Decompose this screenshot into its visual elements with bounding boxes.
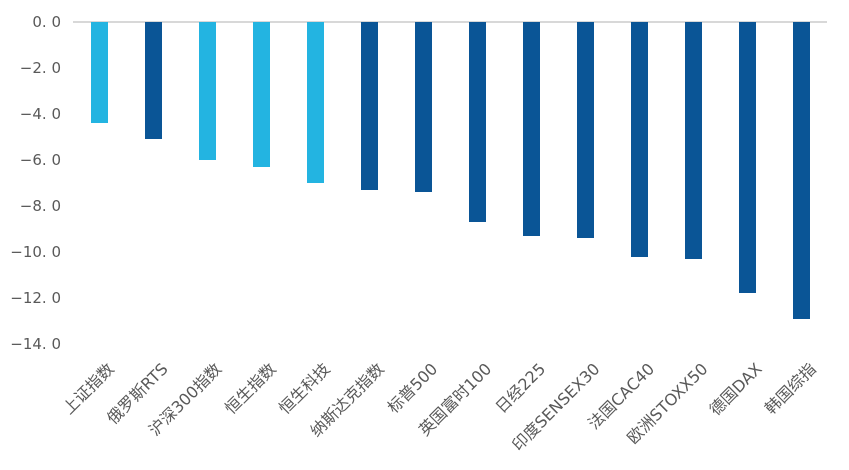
y-tick-label: −6. 0 (19, 151, 61, 169)
y-tick-label: −12. 0 (10, 289, 61, 307)
bar (738, 22, 756, 294)
bar (630, 22, 648, 257)
bar (522, 22, 540, 236)
zero-gridline (73, 21, 827, 23)
y-tick-label: −14. 0 (10, 335, 61, 353)
y-tick-label: −8. 0 (19, 197, 61, 215)
bar (468, 22, 486, 223)
x-category-label: 韩国综指 (761, 359, 820, 418)
x-category-label: 恒生指数 (221, 359, 280, 418)
bar (360, 22, 378, 190)
y-tick-label: −4. 0 (19, 105, 61, 123)
bar (90, 22, 108, 124)
bar (252, 22, 270, 167)
y-tick-label: 0. 0 (32, 13, 61, 31)
x-category-label: 德国DAX (705, 359, 766, 420)
bar (414, 22, 432, 193)
y-tick-label: −2. 0 (19, 59, 61, 77)
bar (306, 22, 324, 183)
bar (576, 22, 594, 239)
bar (684, 22, 702, 259)
y-tick-label: −10. 0 (10, 243, 61, 261)
bar (792, 22, 810, 319)
bar (198, 22, 216, 160)
bar (144, 22, 162, 140)
